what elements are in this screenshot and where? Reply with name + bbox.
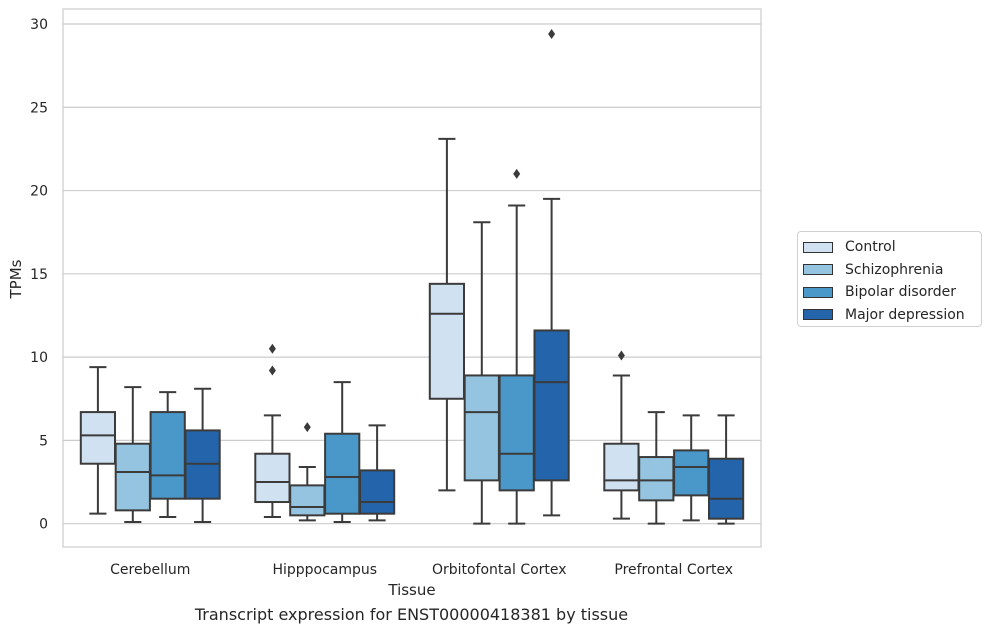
box-body: [498, 374, 535, 492]
x-axis-label: Tissue: [387, 581, 435, 599]
box-body: [673, 449, 710, 497]
box-body: [463, 374, 500, 482]
box-body: [79, 411, 117, 465]
box-0-3: [603, 350, 640, 520]
y-axis-ticks: 0 5 10 15 20 25 30: [30, 17, 48, 533]
x-tick-label: Hipppocampus: [272, 562, 377, 578]
box-2-1: [324, 381, 361, 524]
y-tick-label: 15: [30, 267, 48, 283]
box-body: [428, 282, 466, 400]
outlier-point: [548, 28, 556, 39]
box-3-3: [707, 414, 745, 525]
y-tick-label: 30: [30, 17, 48, 33]
box-3-2: [533, 28, 570, 517]
box-0-0: [79, 366, 117, 515]
x-axis-ticks: Cerebellum Hipppocampus Orbitofontal Corte…: [110, 562, 733, 578]
y-axis-label: TPMs: [7, 259, 25, 299]
legend-item-schizophrenia: Schizophrenia: [803, 259, 981, 282]
outlier-point: [617, 350, 625, 361]
legend-item-control: Control: [803, 236, 981, 259]
box-1-2: [463, 221, 500, 525]
x-tick-label: Orbitofontal Cortex: [432, 562, 567, 578]
outlier-point: [268, 365, 276, 376]
chart-title: Transcript expression for ENST0000041838…: [194, 605, 629, 624]
box-body: [149, 411, 186, 500]
legend-label-bipolar-disorder: Bipolar disorder: [845, 284, 957, 301]
box-0-1: [254, 343, 291, 519]
box-body: [707, 457, 745, 520]
box-body: [603, 442, 640, 492]
legend-swatch-bipolar-disorder: [803, 286, 833, 298]
legend-swatch-control: [803, 241, 833, 253]
box-0-2: [428, 137, 466, 492]
box-1-3: [638, 411, 675, 525]
legend-swatch-schizophrenia: [803, 264, 833, 276]
box-body: [254, 452, 291, 504]
legend-swatch-major-depression: [803, 309, 833, 321]
legend-item-bipolar-disorder: Bipolar disorder: [803, 281, 981, 304]
x-tick-label: Cerebellum: [110, 562, 190, 578]
legend-label-major-depression: Major depression: [845, 306, 965, 323]
y-tick-label: 5: [39, 433, 48, 449]
box-series: [79, 28, 745, 525]
x-tick-label: Prefrontal Cortex: [614, 562, 733, 578]
box-body: [533, 329, 570, 482]
y-tick-label: 0: [39, 517, 48, 533]
box-body: [114, 442, 151, 512]
box-1-1: [289, 422, 326, 522]
y-tick-label: 20: [30, 184, 48, 200]
box-body: [289, 484, 326, 517]
box-body: [324, 432, 361, 515]
outlier-point: [513, 168, 521, 179]
legend-label-control: Control: [845, 239, 896, 256]
box-2-3: [673, 414, 710, 522]
y-tick-label: 10: [30, 350, 48, 366]
outlier-point: [268, 343, 276, 354]
box-3-1: [358, 424, 396, 522]
y-tick-label: 25: [30, 100, 48, 116]
box-body: [358, 469, 396, 515]
box-3-0: [184, 387, 221, 524]
outlier-point: [303, 422, 311, 433]
box-body: [638, 456, 675, 502]
legend-item-major-depression: Major depression: [803, 304, 981, 327]
legend: Control Schizophrenia Bipolar disorder M…: [797, 231, 982, 327]
legend-label-schizophrenia: Schizophrenia: [845, 261, 944, 278]
